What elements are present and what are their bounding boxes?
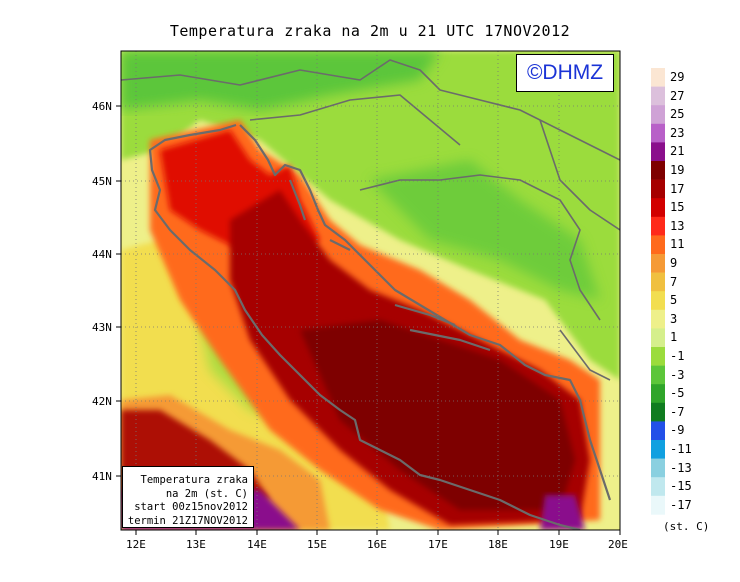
legend-swatch	[651, 216, 665, 236]
legend-swatch	[651, 458, 665, 478]
border-bosnia	[359, 174, 601, 321]
legend-label: -7	[670, 404, 685, 419]
lat-label: 45N	[92, 175, 112, 188]
lat-label: 42N	[92, 395, 112, 408]
legend-label: 27	[670, 88, 685, 103]
lon-label: 15E	[307, 538, 327, 551]
legend-label: -9	[670, 423, 685, 438]
legend-swatch	[651, 309, 665, 329]
lat-label: 41N	[92, 470, 112, 483]
legend-swatch	[651, 365, 665, 385]
legend-label: 29	[670, 70, 685, 84]
legend-swatch	[651, 328, 665, 348]
legend-swatch	[651, 440, 665, 459]
legend-label: 13	[670, 218, 685, 233]
legend-label: -17	[670, 497, 692, 512]
south-adriatic	[300, 320, 575, 510]
legend-label: 1	[670, 330, 678, 345]
legend-swatch	[651, 68, 665, 87]
border-serbia	[539, 119, 620, 231]
croatia-coastline	[239, 124, 612, 501]
border-montenegro	[559, 329, 611, 381]
legend-label: 9	[670, 256, 678, 270]
legend-label: 3	[670, 311, 678, 326]
lon-label: 19E	[549, 538, 569, 551]
map-title: Temperatura zraka na 2m u 21 UTC 17NOV20…	[169, 22, 571, 40]
legend-swatch	[651, 161, 665, 180]
legend-swatch	[651, 384, 665, 404]
lon-label: 14E	[247, 538, 267, 551]
lon-label: 18E	[488, 538, 508, 551]
legend-swatch	[651, 291, 665, 311]
legend-swatch	[651, 123, 665, 143]
info-line-2: na 2m (st. C)	[165, 487, 248, 500]
border-slovenia	[249, 94, 461, 146]
legend-label: -13	[670, 460, 692, 475]
legend-colorbar	[651, 68, 665, 515]
legend-swatch	[651, 272, 665, 292]
lon-label: 20E	[608, 538, 628, 551]
island-4	[329, 239, 351, 251]
info-line-3: start 00z15nov2012	[134, 501, 248, 513]
legend-label: -11	[670, 442, 692, 456]
island-3	[409, 328, 491, 352]
info-line-4: termin 21Z17NOV2012	[127, 514, 248, 527]
legend-swatch	[651, 86, 665, 106]
lon-label: 16E	[367, 538, 387, 551]
legend-swatch	[651, 347, 665, 366]
legend-label: 11	[670, 237, 685, 252]
legend-label: 5	[670, 293, 678, 308]
border-north	[121, 59, 620, 161]
info-box: Temperatura zraka na 2m (st. C) start 00…	[122, 466, 254, 528]
info-line-1: Temperatura zraka	[140, 474, 248, 486]
legend-label: 25	[670, 107, 685, 122]
legend-label: -5	[670, 386, 685, 401]
lat-label: 44N	[92, 248, 112, 261]
legend-label: -1	[670, 349, 685, 363]
lon-label: 12E	[126, 538, 146, 551]
lon-label: 13E	[186, 538, 206, 551]
legend-swatch	[651, 495, 665, 515]
legend-swatch	[651, 402, 665, 422]
lat-label: 46N	[92, 100, 112, 113]
legend-label: -3	[670, 367, 685, 382]
legend-swatch	[651, 421, 665, 441]
lat-label: 43N	[92, 321, 112, 334]
legend-swatch	[651, 142, 665, 162]
legend-label: 15	[670, 200, 685, 215]
island-2	[394, 303, 456, 327]
legend-swatch	[651, 477, 665, 497]
legend-swatch	[651, 198, 665, 218]
hills-green	[370, 160, 600, 300]
lon-label: 17E	[428, 538, 448, 551]
legend-label: 7	[670, 274, 678, 289]
legend-swatch	[651, 179, 665, 199]
legend-label: 21	[670, 144, 685, 159]
dhmz-logo: ©DHMZ	[516, 54, 614, 92]
italy-coastline	[148, 123, 581, 530]
island-1	[288, 179, 307, 221]
legend-label: 19	[670, 163, 685, 177]
alps-region	[121, 51, 440, 110]
legend-label: 23	[670, 125, 685, 140]
map-frame	[120, 50, 621, 531]
legend-swatch	[651, 254, 665, 273]
legend-units: (st. C)	[663, 520, 710, 533]
legend-swatch	[651, 105, 665, 125]
legend-label: 17	[670, 181, 685, 196]
legend-swatch	[651, 235, 665, 255]
legend-label: -15	[670, 479, 692, 494]
